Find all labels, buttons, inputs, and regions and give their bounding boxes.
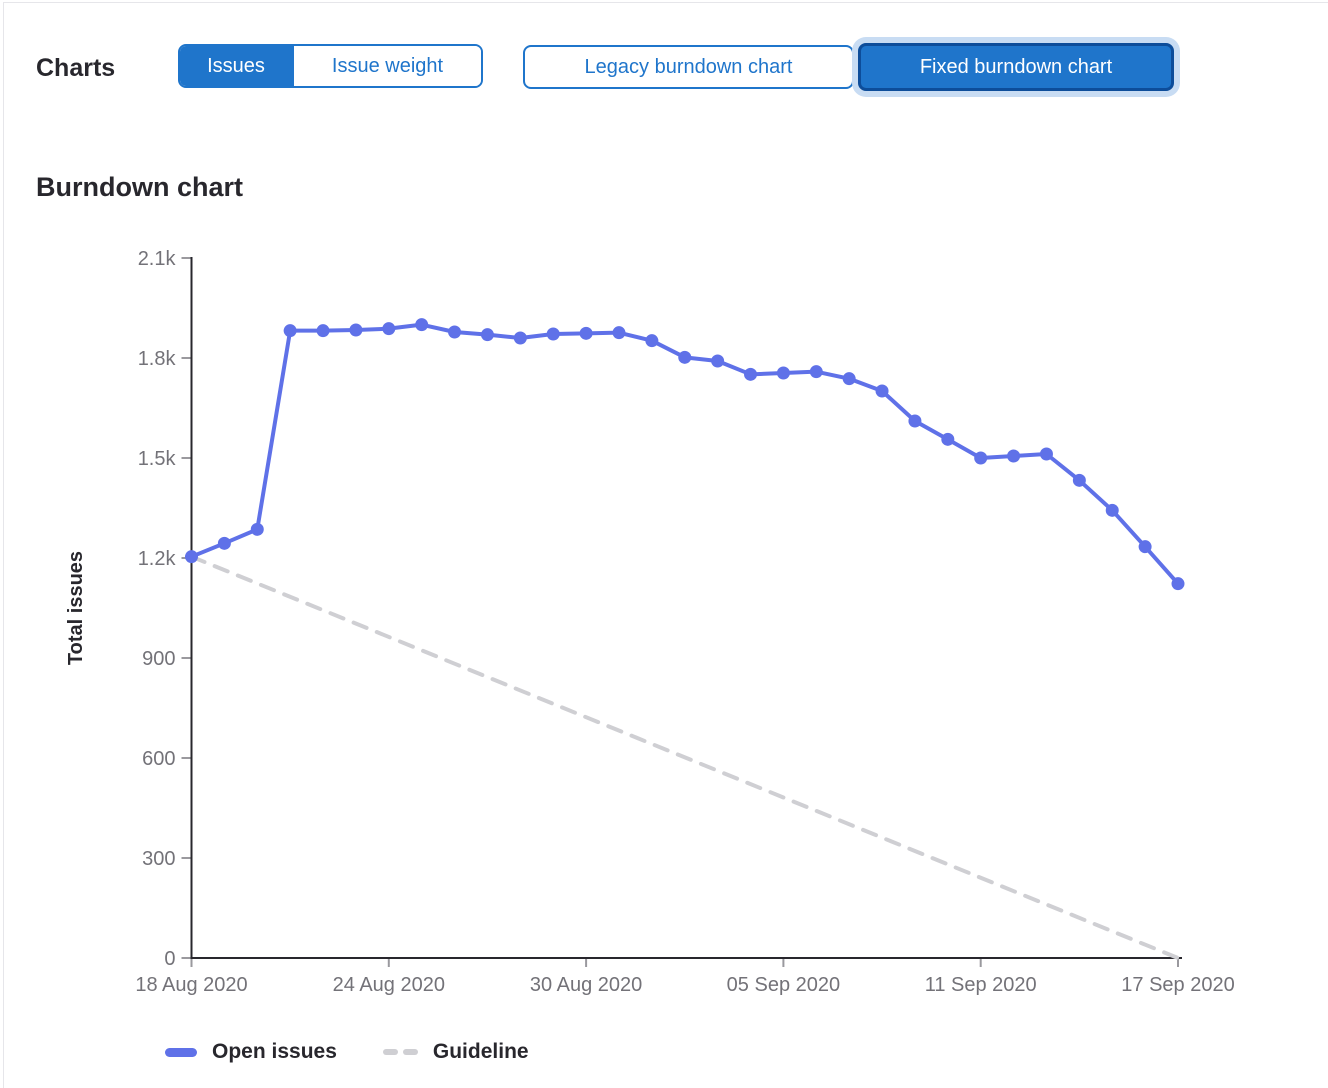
charts-label: Charts (36, 54, 116, 82)
legend-label-guideline: Guideline (432, 1040, 529, 1063)
legend-item-open-issues: Open issues (165, 1040, 337, 1064)
panel-left-border (3, 2, 4, 1088)
svg-text:17 Sep 2020: 17 Sep 2020 (1121, 974, 1234, 996)
fixed-burndown-chart-button[interactable]: Fixed burndown chart (858, 43, 1174, 91)
svg-text:1.8k: 1.8k (138, 348, 177, 370)
guideline-dash-swatch (382, 1049, 418, 1055)
toggle-issue-weight[interactable]: Issue weight (292, 46, 481, 86)
toggle-issues[interactable]: Issues (180, 46, 292, 86)
svg-text:2.1k: 2.1k (138, 248, 177, 270)
legend-item-guideline: Guideline (382, 1040, 529, 1064)
svg-text:05 Sep 2020: 05 Sep 2020 (727, 974, 840, 996)
page-title: Burndown chart (36, 172, 243, 202)
svg-text:1.5k: 1.5k (138, 448, 177, 470)
svg-text:0: 0 (164, 948, 175, 970)
legacy-burndown-chart-button[interactable]: Legacy burndown chart (523, 45, 854, 89)
burndown-chart-svg: 2.1k 1.8k 1.5k 1.2k 900 600 300 0 18 Aug 2020 24 … (65, 248, 1235, 996)
svg-text:1.2k: 1.2k (138, 548, 177, 570)
chart-legend: Open issues Guideline (165, 1040, 529, 1064)
svg-text:30 Aug 2020: 30 Aug 2020 (530, 974, 642, 996)
svg-text:11 Sep 2020: 11 Sep 2020 (925, 974, 1037, 996)
panel-top-border (3, 2, 1328, 3)
metric-toggle-group: Issues Issue weight (178, 44, 483, 88)
svg-text:900: 900 (142, 648, 175, 670)
svg-text:Total issues: Total issues (65, 551, 87, 665)
svg-text:24 Aug 2020: 24 Aug 2020 (333, 974, 445, 996)
svg-text:600: 600 (142, 748, 175, 770)
svg-text:18 Aug 2020: 18 Aug 2020 (135, 974, 247, 996)
legend-label-open-issues: Open issues (212, 1040, 337, 1063)
open-issues-line-swatch (165, 1047, 197, 1057)
svg-text:300: 300 (142, 848, 175, 870)
